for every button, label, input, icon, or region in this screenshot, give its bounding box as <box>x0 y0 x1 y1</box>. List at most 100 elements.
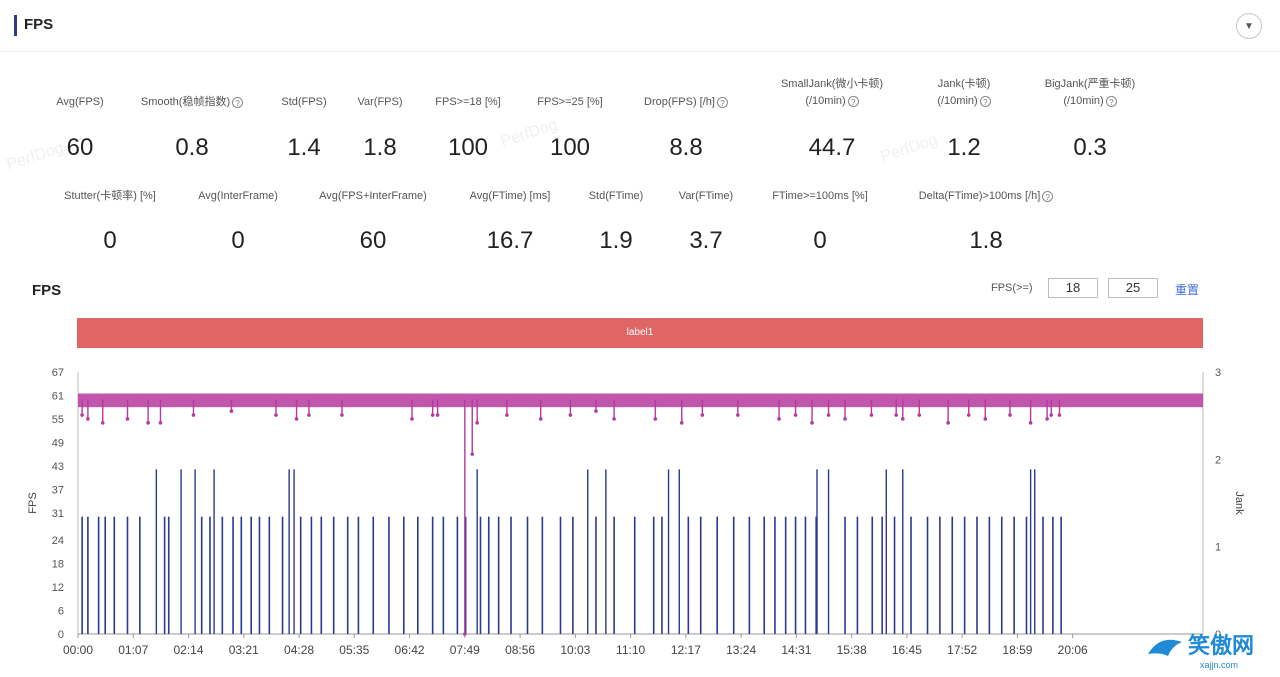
help-icon[interactable]: ? <box>979 95 991 107</box>
metric-value: 1.8 <box>363 134 397 161</box>
metric-value: 1.2 <box>947 134 981 161</box>
y2-axis-label: Jank <box>1233 491 1245 515</box>
x-tick-label: 15:38 <box>837 643 867 657</box>
y-axis-label: FPS <box>27 492 39 513</box>
x-tick-label: 14:31 <box>781 643 811 657</box>
metric: Avg(FTime) [ms] 16.7 <box>400 188 620 257</box>
x-tick-label: 20:06 <box>1058 643 1088 657</box>
fps-dip-point <box>983 417 988 421</box>
y-tick-label: 18 <box>52 559 64 571</box>
fps-threshold-low-input[interactable]: 18 <box>1048 278 1098 298</box>
metric: Avg(FPS+InterFrame) 60 <box>263 188 483 257</box>
fps-dip-point <box>966 413 971 417</box>
fps-dip-point <box>900 417 905 421</box>
metric-value: 44.7 <box>808 134 856 161</box>
metric-value: 60 <box>66 134 94 161</box>
metric-label: FPS>=25 [%] <box>537 96 603 108</box>
reset-button[interactable]: 重置 <box>1175 283 1200 297</box>
fps-dip-point <box>86 417 90 421</box>
fps-threshold-high-input[interactable]: 25 <box>1108 278 1158 298</box>
fps-dip-point <box>505 413 509 417</box>
x-tick-label: 01:07 <box>118 643 148 657</box>
section-header: FPS ▼ <box>0 0 1280 52</box>
metric: Var(FPS) 1.8 <box>270 94 490 164</box>
metric: Smooth(稳帧指数)? 0.8 <box>82 94 302 164</box>
metric-label: Var(FPS) <box>357 96 403 108</box>
metric: Drop(FPS) [/h]? 8.8 <box>576 94 796 164</box>
metric-value: 3.7 <box>689 227 723 254</box>
metric-label: Avg(FTime) [ms] <box>469 190 551 202</box>
metric-label: Std(FPS) <box>281 96 327 108</box>
help-icon[interactable]: ? <box>847 95 859 107</box>
help-icon[interactable]: ? <box>1105 95 1117 107</box>
fps-dip-point <box>146 421 150 425</box>
metric-value: 0 <box>231 227 245 254</box>
x-tick-label: 12:17 <box>671 643 701 657</box>
fps-dip-point <box>793 413 798 417</box>
x-tick-label: 00:00 <box>63 643 93 657</box>
y-tick-label: 67 <box>52 367 64 379</box>
x-tick-label: 02:14 <box>174 643 204 657</box>
x-tick-label: 07:49 <box>450 643 480 657</box>
y-tick-label: 12 <box>52 582 64 594</box>
metric: Std(FPS) 1.4 <box>194 94 414 164</box>
metric-value: 0 <box>813 227 827 254</box>
metric: Std(FTime) 1.9 <box>506 188 726 257</box>
metric-label: Delta(FTime)>100ms [/h]? <box>876 188 1096 205</box>
label-band[interactable]: label1 <box>77 318 1203 348</box>
help-icon[interactable]: ? <box>232 96 244 108</box>
x-tick-label: 08:56 <box>505 643 535 657</box>
site-logo: 笑傲网 xajjn.com <box>1140 628 1280 672</box>
metric: Avg(InterFrame) 0 <box>128 188 348 257</box>
fps-dip-point <box>568 413 573 417</box>
fps-dip-point <box>810 421 814 425</box>
metric-value: 0.8 <box>175 134 209 161</box>
y-tick-label: 31 <box>52 508 64 520</box>
chevron-down-icon: ▼ <box>1244 20 1254 32</box>
fps-dip-point <box>125 417 130 421</box>
x-tick-label: 04:28 <box>284 643 314 657</box>
metric-label: Std(FTime) <box>588 190 644 202</box>
section-title: FPS <box>24 16 54 33</box>
fps-threshold-label: FPS(>=) <box>991 282 1033 294</box>
metric-value: 0.3 <box>1073 134 1107 161</box>
logo-text: 笑傲网 <box>1188 633 1254 658</box>
fps-dip-point <box>463 632 467 636</box>
x-tick-label: 13:24 <box>726 643 756 657</box>
fps-dip-point <box>653 417 658 421</box>
help-icon[interactable]: ? <box>1042 190 1054 202</box>
y-tick-label: 0 <box>58 629 64 641</box>
x-tick-label: 17:52 <box>947 643 977 657</box>
x-tick-label: 10:03 <box>560 643 590 657</box>
y-tick-label: 43 <box>52 461 64 473</box>
metric-label: FTime>=100ms [%] <box>772 190 868 202</box>
fps-dip-point <box>229 409 234 413</box>
metric-value: 16.7 <box>486 227 534 254</box>
x-tick-label: 05:35 <box>339 643 369 657</box>
metric-label: Var(FTime) <box>678 190 734 202</box>
header-accent-bar <box>14 15 17 36</box>
metric-value: 100 <box>447 134 489 161</box>
metric: SmallJank(微小卡顿) (/10min)? 44.7 <box>722 76 942 164</box>
fps-dip-point <box>594 409 598 413</box>
fps-dip-point <box>538 417 543 421</box>
fps-dip-point <box>307 413 311 417</box>
metric-unit-label: (/10min)? <box>854 93 1074 110</box>
fps-dip-point <box>100 421 105 425</box>
y2-tick-label: 2 <box>1215 454 1221 466</box>
y-tick-label: 61 <box>52 390 64 402</box>
metric: Jank(卡顿) (/10min)? 1.2 <box>854 76 1074 164</box>
y-tick-label: 37 <box>52 484 64 496</box>
fps-dip-point <box>843 417 847 421</box>
fps-dip-point <box>1045 417 1049 421</box>
fps-dip-point <box>340 413 344 417</box>
metric: Var(FTime) 3.7 <box>596 188 816 257</box>
fps-dip-point <box>1028 421 1033 425</box>
metric-value: 1.4 <box>287 134 321 161</box>
x-tick-label: 16:45 <box>892 643 922 657</box>
fps-dip-point <box>736 413 740 417</box>
x-tick-label: 11:10 <box>616 643 645 657</box>
help-icon[interactable]: ? <box>716 96 728 108</box>
collapse-button[interactable]: ▼ <box>1236 13 1262 39</box>
metric-value: 100 <box>549 134 591 161</box>
